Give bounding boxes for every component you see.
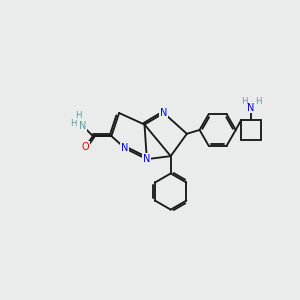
Text: N: N [248, 103, 255, 112]
Text: N: N [79, 121, 87, 131]
Text: N: N [143, 154, 151, 164]
Text: H: H [70, 118, 77, 127]
Text: H: H [75, 111, 82, 120]
Text: O: O [81, 142, 89, 152]
Text: N: N [121, 143, 128, 153]
Text: H: H [255, 97, 261, 106]
Text: H: H [241, 97, 247, 106]
Text: N: N [160, 108, 167, 118]
